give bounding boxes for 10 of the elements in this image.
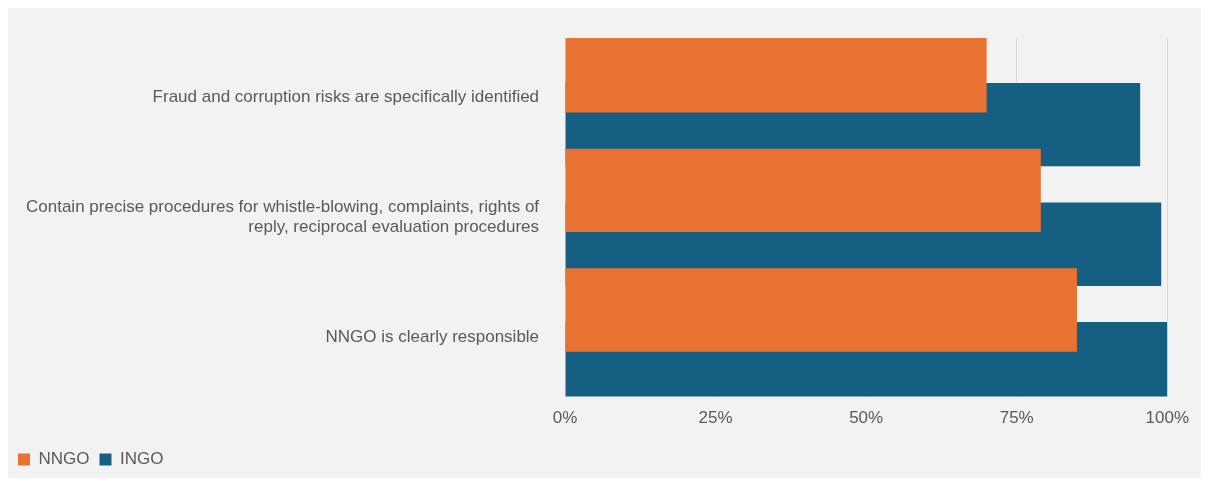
x-tick-label: 50% [849, 408, 884, 428]
x-tick-label: 100% [1145, 408, 1189, 428]
x-tick-label: 0% [552, 408, 578, 428]
legend-label: NNGO [38, 449, 90, 469]
y-tick-label: Fraud and corruption risks are specifically identified [152, 87, 540, 107]
legend-label: INGO [120, 449, 164, 469]
y-tick-label: NNGO is clearly responsible [325, 326, 540, 346]
x-tick-label: 75% [999, 408, 1034, 428]
x-tick-label: 25% [698, 408, 733, 428]
y-tick-label: Contain precise procedures for whistle-blowing, complaints, rights of reply, reciprocal evaluation procedures [25, 196, 540, 237]
